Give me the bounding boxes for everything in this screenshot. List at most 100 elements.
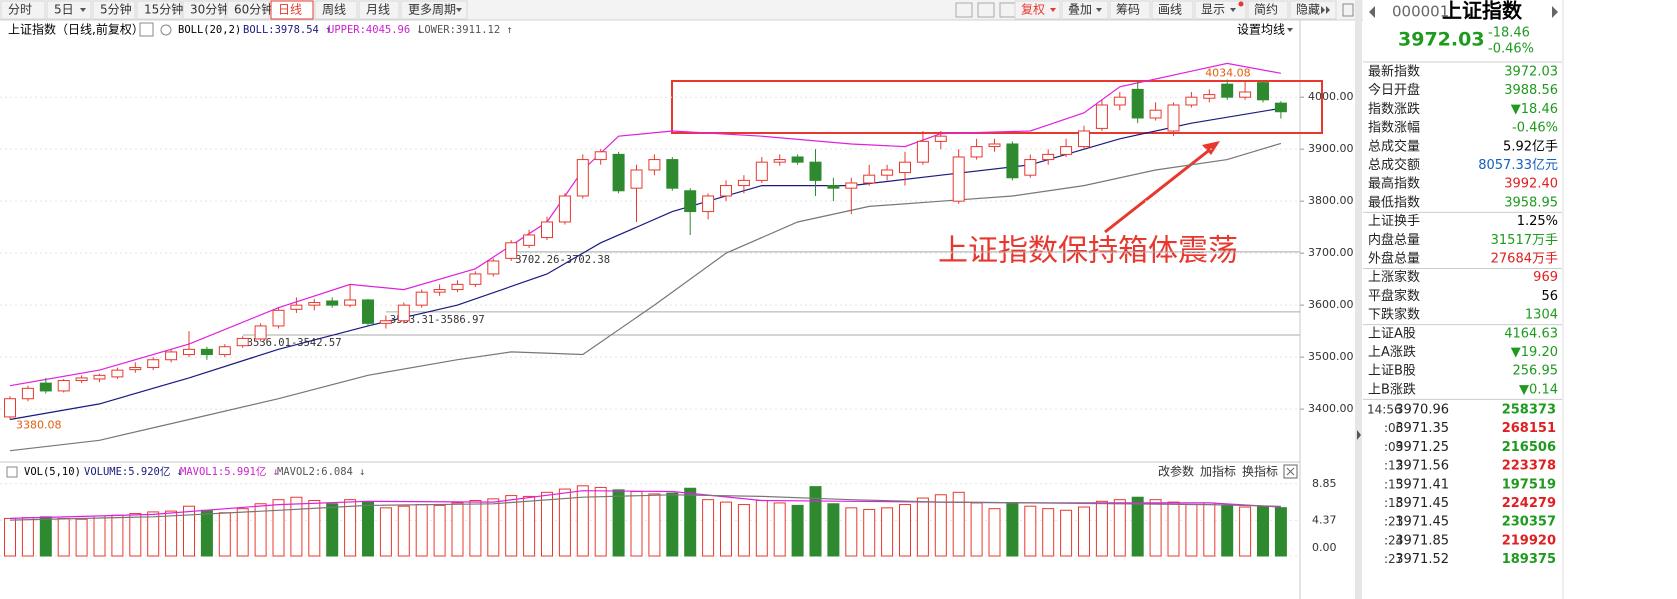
tick-price: 3971.85 <box>1395 533 1449 548</box>
y-tick-label: 8.85 <box>1312 477 1337 490</box>
pane-button[interactable]: 换指标 <box>1242 464 1278 479</box>
row-label: 外盘总量 <box>1368 251 1420 267</box>
boll-line <box>9 142 1282 452</box>
volume-bar <box>397 505 410 557</box>
row-label: 指数涨幅 <box>1368 121 1420 136</box>
row-label: 上A涨跌 <box>1368 344 1416 360</box>
y-tick-label: 3900.00 <box>1308 142 1354 155</box>
candle-body <box>39 382 52 392</box>
candle-body <box>183 348 195 356</box>
volume-bar <box>1095 500 1108 557</box>
settings-button[interactable]: 设置均线 <box>1237 23 1285 37</box>
candle-body <box>57 380 70 392</box>
period-button[interactable] <box>270 0 314 20</box>
collapse-icon[interactable] <box>1357 430 1361 440</box>
tick-price: 3971.25 <box>1395 440 1449 455</box>
candle-body <box>451 283 464 291</box>
candle-body <box>218 346 231 356</box>
dropdown-arrow <box>1287 28 1293 32</box>
volume-bar <box>1185 504 1198 557</box>
tick-time: :12 <box>1384 459 1403 473</box>
period-button[interactable] <box>400 0 468 20</box>
help-icon[interactable] <box>139 22 154 37</box>
candle-body <box>881 169 894 176</box>
tool-button[interactable] <box>1289 0 1337 20</box>
fullscreen-icon[interactable] <box>1342 3 1354 17</box>
volume-bar <box>576 485 589 557</box>
gear-icon[interactable] <box>160 24 172 36</box>
period-button[interactable] <box>182 0 226 20</box>
candle-body <box>863 174 876 184</box>
volume-bar <box>899 504 911 557</box>
volume-legend: VOLUME:5.920亿 ↓ <box>84 465 183 478</box>
prev-icon[interactable] <box>1369 6 1375 18</box>
candle-body <box>236 337 249 347</box>
period-button[interactable] <box>314 0 358 20</box>
volume-bar <box>1257 505 1269 557</box>
tool-button[interactable] <box>1194 0 1247 20</box>
candle-body <box>845 182 858 189</box>
candle-body <box>415 291 428 306</box>
tick-time: :15 <box>1384 477 1403 491</box>
tick-price: 3971.41 <box>1395 477 1449 492</box>
period-button[interactable] <box>358 0 400 20</box>
volume-bar <box>881 507 894 557</box>
y-tick-label: 3700.00 <box>1308 246 1354 259</box>
tool-button[interactable] <box>1014 0 1061 20</box>
period-button[interactable] <box>0 0 46 20</box>
tool-button[interactable] <box>1109 0 1151 20</box>
dropdown-arrow <box>456 8 462 12</box>
pane-button[interactable]: 改参数 <box>1158 464 1194 479</box>
candle-body <box>1257 82 1269 101</box>
period-button[interactable] <box>92 0 136 20</box>
period-label: 更多周期 <box>408 3 456 17</box>
period-label: 日线 <box>278 3 302 17</box>
volume-bar <box>1274 507 1287 557</box>
tool-label: 筹码 <box>1116 3 1140 17</box>
notify-dot <box>1238 1 1244 7</box>
candle-body <box>952 156 965 202</box>
y-tick-label: 4000.00 <box>1308 90 1354 103</box>
period-label: 月线 <box>366 3 390 17</box>
candle-body <box>111 369 124 378</box>
tool-icon[interactable] <box>977 2 995 18</box>
candle-body <box>129 367 142 371</box>
candle-body <box>487 260 500 275</box>
period-button[interactable] <box>226 0 270 20</box>
candle-body <box>505 242 518 259</box>
pane-button[interactable]: 加指标 <box>1200 464 1236 479</box>
row-label: 最低指数 <box>1368 195 1420 210</box>
tool-icon[interactable] <box>955 2 973 18</box>
row-value: 4164.63 <box>1504 326 1558 341</box>
period-button[interactable] <box>136 0 182 20</box>
gap-label: 3536.01-3542.57 <box>247 337 342 349</box>
period-button[interactable] <box>46 0 92 20</box>
volume-bar <box>39 516 52 557</box>
period-label: 5分钟 <box>100 2 132 17</box>
row-label: 内盘总量 <box>1368 232 1420 248</box>
period-label: 30分钟 <box>190 2 229 17</box>
row-value: 31517万手 <box>1491 233 1558 248</box>
tool-label: 显示 <box>1201 3 1225 17</box>
row-label: 指数涨跌 <box>1368 101 1420 117</box>
candle-body <box>254 325 267 340</box>
row-value: 1304 <box>1525 308 1558 323</box>
candle-body <box>21 387 34 400</box>
tool-button[interactable] <box>1151 0 1194 20</box>
tool-button[interactable] <box>1247 0 1289 20</box>
next-icon[interactable] <box>1552 6 1558 18</box>
tick-price: 3971.45 <box>1395 515 1449 530</box>
hide-icon <box>1321 6 1330 14</box>
volume-bar <box>1131 496 1144 557</box>
tick-price: 3971.56 <box>1395 459 1449 474</box>
candle-body <box>326 300 339 306</box>
tool-button[interactable] <box>1061 0 1109 20</box>
tick-volume: 223378 <box>1502 459 1556 474</box>
candle-body <box>1185 96 1198 106</box>
volume-bar <box>433 504 446 557</box>
volume-bar <box>487 498 500 557</box>
tick-volume: 268151 <box>1502 421 1556 436</box>
close-pane[interactable] <box>1283 464 1298 479</box>
row-value: 3972.03 <box>1504 65 1558 80</box>
